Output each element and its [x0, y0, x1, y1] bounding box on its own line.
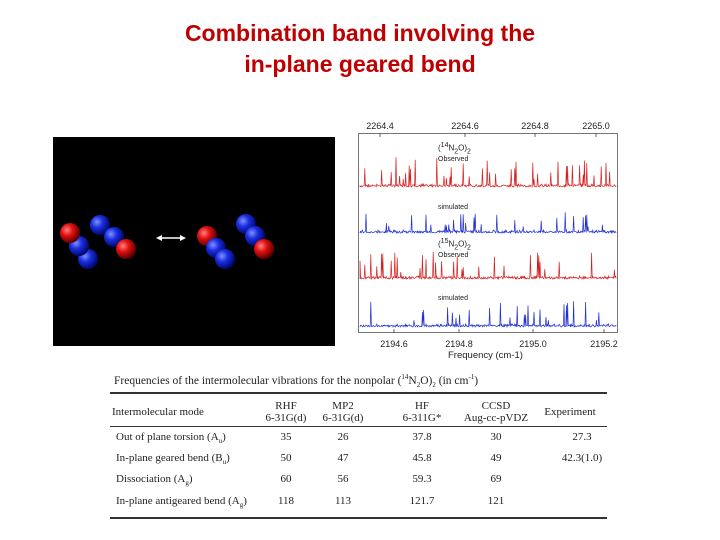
observed-label: Observed [438, 252, 469, 259]
cell-ccsd: 69 [490, 473, 502, 485]
observed-trace [359, 251, 617, 281]
bottom-tick-label: 2194.8 [445, 339, 473, 349]
simulated-label: simulated [438, 204, 468, 211]
axis-ticks [379, 133, 605, 333]
cell-exp: 27.3 [572, 431, 592, 443]
cell-rhf: 60 [280, 473, 292, 485]
row-mode-label: In-plane antigeared bend (Ag) [116, 495, 247, 510]
top-tick-label: 2264.4 [366, 121, 394, 131]
observed-label: Observed [438, 156, 469, 163]
header-rhf: RHF 6-31G(d) [265, 400, 307, 424]
left-molecule-b [90, 215, 136, 259]
table-caption: Frequencies of the intermolecular vibrat… [114, 373, 479, 390]
spectrum-traces [359, 157, 617, 329]
cell-mp2: 113 [334, 495, 352, 507]
row-mode-label: Dissociation (Ag) [116, 473, 193, 488]
title-line-1: Combination band involving the [184, 20, 536, 46]
cell-hf: 45.8 [412, 452, 432, 464]
right-molecule-a [197, 226, 235, 269]
header-ccsd: CCSD Aug-cc-pVDZ [463, 400, 529, 424]
cell-exp: 42.3(1.0) [561, 452, 603, 464]
top-tick-label: 2264.6 [451, 121, 479, 131]
header-mode: Intermolecular mode [112, 406, 204, 418]
observed-trace [359, 157, 617, 189]
cell-mp2: 47 [337, 452, 349, 464]
cell-hf: 121.7 [409, 495, 435, 507]
spectrum-figure: 2264.4 2264.6 2264.8 2265.0 (14N2O)2 Obs… [358, 117, 620, 363]
cell-rhf: 50 [280, 452, 292, 464]
row-mode-label: Out of plane torsion (Au) [116, 431, 226, 446]
species-label-15n2o: (15N2O)2 [438, 238, 471, 252]
top-tick-label: 2265.0 [582, 121, 610, 131]
cell-hf: 59.3 [412, 473, 432, 485]
header-experiment: Experiment [544, 406, 596, 418]
bottom-tick-label: 2195.2 [590, 339, 618, 349]
spectrum-plot [358, 133, 618, 333]
slide-title: Combination band involving the in-plane … [0, 18, 720, 80]
row-mode-label: In-plane geared bend (Bu) [116, 452, 230, 467]
molecule-image [53, 137, 335, 346]
simulated-trace [359, 212, 617, 235]
cell-ccsd: 49 [490, 452, 502, 464]
cell-hf: 37.8 [412, 431, 432, 443]
simulated-label: simulated [438, 295, 468, 302]
top-tick-label: 2264.8 [521, 121, 549, 131]
bottom-tick-label: 2195.0 [519, 339, 547, 349]
cell-mp2: 56 [337, 473, 349, 485]
cell-mp2: 26 [337, 431, 349, 443]
cell-ccsd: 121 [487, 495, 505, 507]
table-header-rule [110, 426, 607, 427]
x-axis-label: Frequency (cm-1) [448, 350, 523, 361]
simulated-trace [359, 301, 617, 329]
cell-rhf: 35 [280, 431, 292, 443]
title-line-2: in-plane geared bend [244, 51, 476, 77]
cell-ccsd: 30 [490, 431, 502, 443]
species-label-14n2o: (14N2O)2 [438, 142, 471, 156]
double-arrow-icon [156, 235, 186, 241]
table-top-rule [110, 392, 607, 394]
table-bottom-rule [110, 517, 607, 519]
molecule-illustration [60, 214, 274, 269]
left-molecule-a [60, 223, 98, 269]
plot-frame [358, 133, 618, 333]
cell-rhf: 118 [277, 495, 295, 507]
header-hf: HF 6-311G* [402, 400, 442, 424]
right-molecule-b [236, 214, 274, 259]
bottom-tick-label: 2194.6 [380, 339, 408, 349]
header-mp2: MP2 6-31G(d) [322, 400, 364, 424]
